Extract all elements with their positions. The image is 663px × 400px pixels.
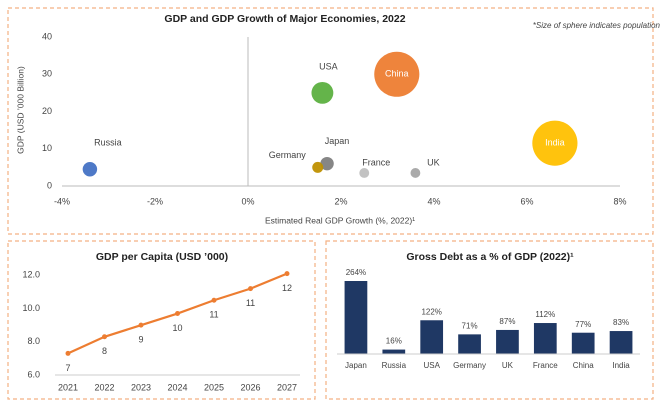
bar xyxy=(609,331,633,354)
marker xyxy=(284,271,290,277)
x-axis-label: Estimated Real GDP Growth (%, 2022)¹ xyxy=(265,215,415,225)
y-tick-label: 40 xyxy=(42,31,52,41)
x-tick-label: India xyxy=(612,361,630,370)
x-tick-label: Japan xyxy=(345,361,367,370)
x-tick-label: Russia xyxy=(382,361,407,370)
bubble xyxy=(359,168,370,178)
x-tick-label: 2026 xyxy=(240,382,260,392)
x-tick-label: UK xyxy=(502,361,514,370)
x-tick-label: USA xyxy=(423,361,440,370)
chart-title: GDP and GDP Growth of Major Economies, 2… xyxy=(164,13,405,25)
data-label: 8 xyxy=(102,346,107,356)
data-label: 77% xyxy=(575,320,591,329)
data-label: 11 xyxy=(209,310,218,320)
bar xyxy=(382,349,406,354)
marker xyxy=(65,350,71,356)
bubble xyxy=(410,168,421,178)
note: *Size of sphere indicates population xyxy=(533,21,661,30)
bubble xyxy=(311,81,334,104)
x-tick-label: China xyxy=(573,361,594,370)
panel xyxy=(7,240,316,400)
y-tick-label: 6.0 xyxy=(27,369,40,379)
data-label: 11 xyxy=(246,298,255,308)
chart-title: GDP per Capita (USD ’000) xyxy=(96,251,228,263)
marker xyxy=(248,286,253,292)
y-axis-label: GDP (USD ’000 Billion) xyxy=(15,66,25,154)
data-label: 122% xyxy=(421,307,441,316)
data-label: 9 xyxy=(138,335,143,345)
x-tick-label: 4% xyxy=(427,196,440,206)
bar xyxy=(458,334,481,354)
y-tick-label: 20 xyxy=(42,106,52,116)
point-label: France xyxy=(362,157,390,167)
panel xyxy=(325,240,654,400)
y-tick-label: 0 xyxy=(47,180,52,190)
x-tick-label: 2024 xyxy=(167,382,187,392)
bubble xyxy=(532,120,578,166)
marker xyxy=(211,297,217,303)
y-tick-label: 30 xyxy=(42,69,52,79)
data-label: 12 xyxy=(282,283,292,293)
bubble xyxy=(312,161,324,173)
point-label: UK xyxy=(427,157,440,167)
data-label: 71% xyxy=(462,321,478,330)
x-tick-label: 6% xyxy=(520,196,533,206)
x-tick-label: 2027 xyxy=(277,382,297,392)
point-label: Japan xyxy=(325,136,350,146)
y-tick-label: 12.0 xyxy=(22,270,40,280)
bar xyxy=(420,320,444,354)
data-label: 7 xyxy=(65,363,70,373)
bar xyxy=(496,329,519,354)
x-tick-label: 0% xyxy=(241,196,254,206)
y-tick-label: 10 xyxy=(42,143,52,153)
bubble xyxy=(374,51,420,97)
x-tick-label: Germany xyxy=(453,361,486,370)
x-tick-label: 8% xyxy=(613,196,626,206)
point-label: India xyxy=(545,138,565,148)
x-tick-label: France xyxy=(533,361,558,370)
data-label: 112% xyxy=(535,310,555,319)
x-tick-label: 2% xyxy=(334,196,347,206)
marker xyxy=(138,322,144,328)
marker xyxy=(102,334,107,340)
data-label: 16% xyxy=(386,337,402,346)
marker xyxy=(175,311,180,317)
chart-title: Gross Debt as a % of GDP (2022)¹ xyxy=(406,251,574,263)
panel xyxy=(7,7,654,235)
point-label: China xyxy=(385,69,409,79)
bubble xyxy=(82,162,98,177)
x-tick-label: -4% xyxy=(54,196,70,206)
data-label: 83% xyxy=(613,318,629,327)
bubble xyxy=(320,156,334,171)
data-label: 10 xyxy=(172,323,182,333)
y-tick-label: 8.0 xyxy=(27,336,40,346)
x-tick-label: 2021 xyxy=(58,382,78,392)
point-label: USA xyxy=(319,61,338,71)
y-tick-label: 10.0 xyxy=(22,303,40,313)
x-tick-label: 2022 xyxy=(94,382,114,392)
bar xyxy=(571,332,595,354)
x-tick-label: 2025 xyxy=(204,382,224,392)
point-label: Russia xyxy=(94,138,122,148)
data-label: 264% xyxy=(346,268,366,277)
data-label: 87% xyxy=(499,317,515,326)
bar xyxy=(533,323,557,354)
x-tick-label: 2023 xyxy=(131,382,151,392)
x-tick-label: -2% xyxy=(147,196,163,206)
point-label: Germany xyxy=(269,150,307,160)
bar xyxy=(344,281,368,354)
